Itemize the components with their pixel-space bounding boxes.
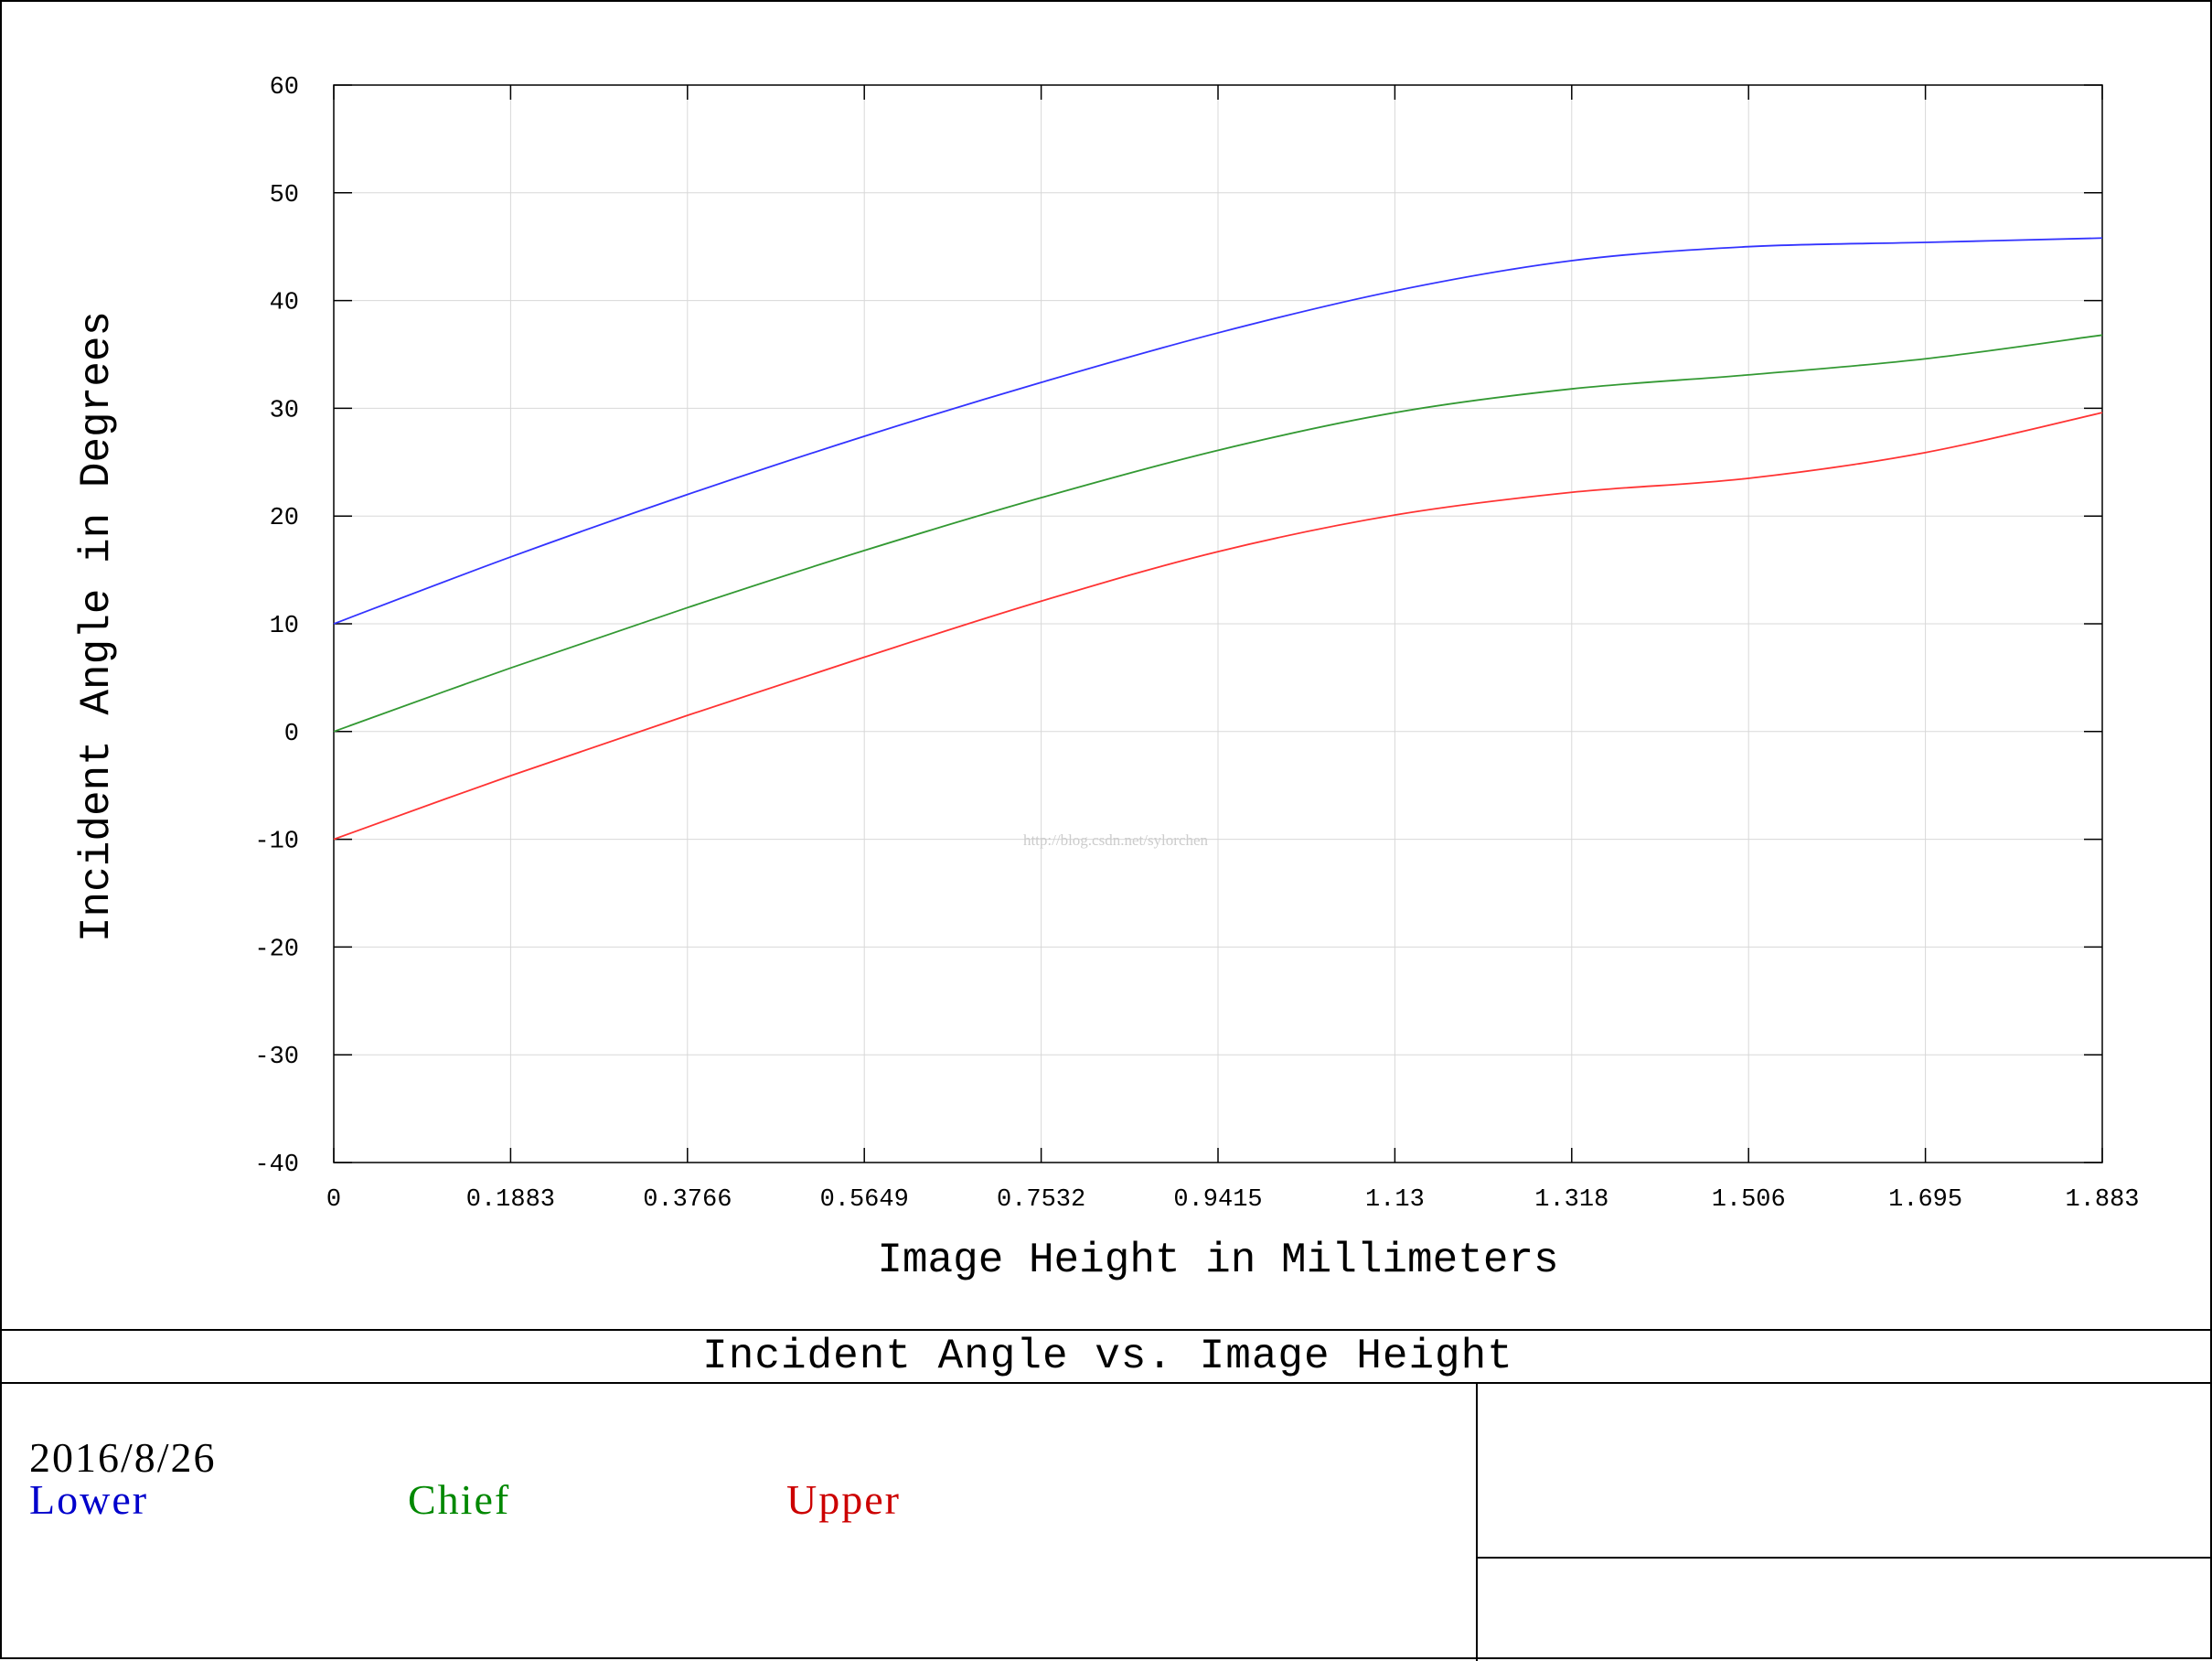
x-tick-label: 1.318 [1534, 1186, 1608, 1214]
y-tick-label: 40 [270, 290, 299, 317]
y-tick-label: 60 [270, 74, 299, 102]
y-tick-label: 20 [270, 505, 299, 532]
series-line-upper [333, 412, 2103, 841]
plot-area: 0 0.1883 0.3766 0.5649 0.7532 0.9415 1.13 1.318… [73, 74, 2140, 1284]
series-line-lower [333, 237, 2103, 625]
info-box: 2016/8/26 Lower Chief Upper [2, 1384, 1476, 1661]
y-tick-label: -10 [254, 829, 299, 856]
x-tick-label: 1.506 [1712, 1186, 1786, 1214]
info-side-divider [1478, 1557, 2212, 1559]
date-text: 2016/8/26 [29, 1434, 217, 1481]
y-tick-label: -20 [254, 936, 299, 963]
series-line-chief [333, 334, 2103, 733]
info-side-box [1476, 1384, 2212, 1661]
legend-item-chief: Chief [408, 1476, 511, 1523]
legend-item-lower: Lower [29, 1476, 149, 1523]
grid [334, 85, 2102, 1163]
y-tick-label: -30 [254, 1044, 299, 1071]
chart-title: Incident Angle vs. Image Height [702, 1333, 1513, 1380]
series-lines [333, 237, 2103, 841]
x-tick-label: 0.9415 [1173, 1186, 1262, 1214]
x-tick-label: 0.7532 [997, 1186, 1085, 1214]
axis-ticks: 0 0.1883 0.3766 0.5649 0.7532 0.9415 1.13 1.318… [254, 74, 2139, 1214]
x-axis-label: Image Height in Millimeters [877, 1237, 1558, 1284]
y-tick-label: 10 [270, 613, 299, 640]
x-tick-label: 1.13 [1365, 1186, 1425, 1214]
x-tick-label: 0 [326, 1186, 341, 1214]
y-tick-label: 50 [270, 182, 299, 209]
title-band: Incident Angle vs. Image Height [2, 1329, 2212, 1384]
y-axis-label: Incident Angle in Degrees [73, 311, 121, 942]
legend-item-upper: Upper [786, 1476, 901, 1523]
y-tick-label: 30 [270, 397, 299, 424]
x-tick-label: 0.5649 [820, 1186, 909, 1214]
y-tick-label: 0 [284, 721, 299, 748]
y-tick-label: -40 [254, 1152, 299, 1179]
x-tick-label: 0.1883 [466, 1186, 555, 1214]
x-tick-label: 0.3766 [643, 1186, 732, 1214]
x-tick-label: 1.883 [2065, 1186, 2139, 1214]
watermark: http://blog.csdn.net/sylorchen [1023, 831, 1209, 849]
x-tick-label: 1.695 [1888, 1186, 1962, 1214]
